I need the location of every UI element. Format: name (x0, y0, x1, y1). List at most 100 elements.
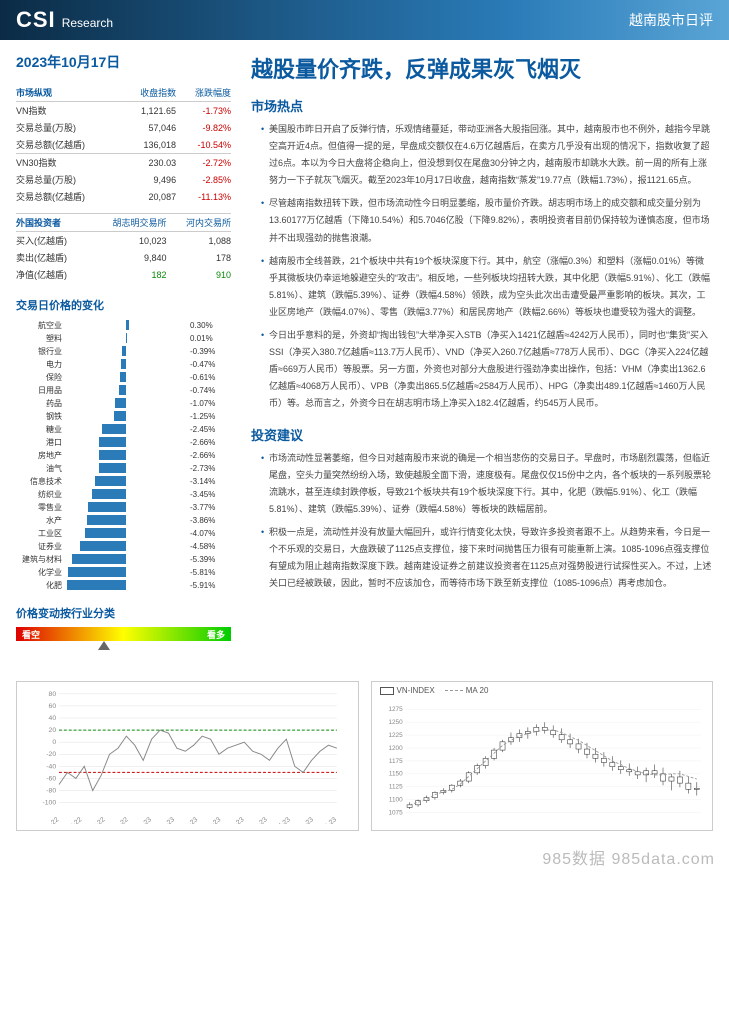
svg-text:-20: -20 (46, 751, 56, 758)
footer-watermark: 985数据 985data.com (0, 841, 729, 877)
sector-bar-row: 水产-3.86% (16, 514, 231, 526)
hot-list: 美国股市昨日开启了反弹行情，乐观情绪蔓延，带动亚洲各大股指回涨。其中，越南股市也… (251, 121, 713, 413)
logo-main: CSI (16, 7, 56, 33)
sector-bar-row: 药品-1.07% (16, 397, 231, 409)
price-change-title: 交易日价格的变化 (16, 297, 231, 313)
advice-list: 市场流动性显著萎缩，但今日对越南股市来说的确是一个相当悲伤的交易日子。早盘时，市… (251, 450, 713, 593)
mo-col-1: 收盘指数 (121, 84, 176, 102)
table-row: 买入(亿越盾)10,0231,088 (16, 232, 231, 250)
mo-col-2: 涨跌幅度 (176, 84, 231, 102)
svg-text:80: 80 (49, 691, 57, 698)
svg-text:1275: 1275 (388, 706, 403, 713)
sector-bar-row: 港口-2.66% (16, 436, 231, 448)
sector-bar-row: 航空业0.30% (16, 319, 231, 331)
svg-text:Jun-23: Jun-23 (248, 816, 269, 824)
main-title: 越股量价齐跌，反弹成果灰飞烟灭 (251, 52, 713, 84)
line-chart: 80 60 40 20 0 -20 -40 -60 -80 -100 Sep-22Oct-22Nov… (23, 688, 352, 824)
sentiment-bar: 看空 看多 (16, 627, 231, 641)
svg-text:Oct-23: Oct-23 (318, 816, 338, 824)
table-row: VN指数1,121.65-1.73% (16, 102, 231, 120)
svg-text:Jan-23: Jan-23 (132, 816, 153, 824)
sector-bar-row: 化学业-5.81% (16, 566, 231, 578)
sector-bar-row: 工业区-4.07% (16, 527, 231, 539)
svg-text:Nov-22: Nov-22 (85, 816, 106, 824)
report-date: 2023年10月17日 (16, 52, 231, 72)
sentiment-right: 看多 (207, 628, 225, 641)
hot-title: 市场热点 (251, 96, 713, 115)
sentiment-left: 看空 (22, 628, 40, 641)
table-row: 卖出(亿越盾)9,840178 (16, 249, 231, 266)
header-right: 越南股市日评 (629, 10, 713, 30)
svg-text:Aug-23: Aug-23 (294, 816, 315, 824)
svg-text:Mar-23: Mar-23 (178, 816, 199, 824)
chart-right: VN-INDEX MA 20 1275125012251200117511501… (371, 681, 714, 831)
chart-right-legend: VN-INDEX MA 20 (380, 686, 489, 695)
svg-text:60: 60 (49, 703, 57, 710)
fi-col-2: 河内交易所 (166, 214, 231, 232)
table-row: 交易总量(万股)9,496-2.85% (16, 171, 231, 188)
candle-chart: 127512501225120011751150112511001075 (378, 688, 707, 824)
sector-bar-row: 纺织业-3.45% (16, 488, 231, 500)
bullet: 美国股市昨日开启了反弹行情，乐观情绪蔓延，带动亚洲各大股指回涨。其中，越南股市也… (261, 121, 713, 189)
sector-bar-row: 油气-2.73% (16, 462, 231, 474)
sector-bar-row: 建筑与材料-5.39% (16, 553, 231, 565)
bullet: 积极一点是，流动性并没有放量大幅回升，或许行情变化太快，导致许多投资者跟不上。从… (261, 524, 713, 592)
sector-bar-row: 保险-0.61% (16, 371, 231, 383)
svg-text:1200: 1200 (388, 745, 403, 752)
svg-text:Jul-23: Jul-23 (273, 816, 292, 824)
bullet: 市场流动性显著萎缩，但今日对越南股市来说的确是一个相当悲伤的交易日子。早盘时，市… (261, 450, 713, 518)
sector-bar-row: 证券业-4.58% (16, 540, 231, 552)
svg-text:Dec-22: Dec-22 (108, 816, 129, 824)
logo-sub: Research (62, 16, 113, 30)
vn-index-label: VN-INDEX (397, 686, 435, 695)
svg-text:Apr-23: Apr-23 (202, 816, 222, 824)
sentiment-title: 价格变动按行业分类 (16, 605, 231, 621)
bullet: 越南股市全线普跌，21个板块中共有19个板块深度下行。其中，航空（涨幅0.3%）… (261, 253, 713, 321)
mo-col-0: 市场纵观 (16, 84, 121, 102)
svg-text:0: 0 (52, 739, 56, 746)
svg-text:-40: -40 (46, 763, 56, 770)
sector-bar-row: 信息技术-3.14% (16, 475, 231, 487)
svg-text:-80: -80 (46, 787, 56, 794)
svg-text:Oct-22: Oct-22 (63, 816, 83, 824)
svg-text:40: 40 (49, 715, 57, 722)
svg-text:-100: -100 (42, 800, 56, 807)
bullet: 今日出乎意料的是，外资却“掏出钱包”大举净买入STB（净买入1421亿越盾≈42… (261, 327, 713, 412)
table-row: 交易总额(亿越盾)20,087-11.13% (16, 188, 231, 205)
sector-bar-row: 房地产-2.66% (16, 449, 231, 461)
chart-left: 80 60 40 20 0 -20 -40 -60 -80 -100 Sep-22Oct-22Nov… (16, 681, 359, 831)
svg-text:May-23: May-23 (224, 816, 246, 824)
svg-text:1225: 1225 (388, 732, 403, 739)
svg-text:Sep-22: Sep-22 (39, 816, 60, 824)
sector-bar-row: 银行业-0.39% (16, 345, 231, 357)
table-row: 交易总量(万股)57,046-9.82% (16, 119, 231, 136)
advice-title: 投资建议 (251, 425, 713, 444)
svg-text:1100: 1100 (388, 796, 402, 803)
main-content: 越股量价齐跌，反弹成果灰飞烟灭 市场热点 美国股市昨日开启了反弹行情，乐观情绪蔓… (251, 52, 713, 657)
svg-text:-60: -60 (46, 775, 56, 782)
sidebar: 2023年10月17日 市场纵观 收盘指数 涨跌幅度 VN指数1,121.65-… (16, 52, 231, 657)
sector-bar-row: 塑料0.01% (16, 332, 231, 344)
ma20-label: MA 20 (466, 686, 489, 695)
table-row: VN30指数230.03-2.72% (16, 154, 231, 172)
sector-bar-row: 钢铁-1.25% (16, 410, 231, 422)
sector-bar-row: 零售业-3.77% (16, 501, 231, 513)
sector-bar-row: 化肥-5.91% (16, 579, 231, 591)
foreign-table: 外国投资者 胡志明交易所 河内交易所 买入(亿越盾)10,0231,088卖出(… (16, 213, 231, 283)
logo: CSI Research (16, 7, 113, 33)
sector-bar-row: 糖业-2.45% (16, 423, 231, 435)
sentiment-arrow-icon (98, 641, 110, 650)
svg-text:1125: 1125 (388, 784, 402, 791)
sector-bar-row: 日用品-0.74% (16, 384, 231, 396)
charts-row: 80 60 40 20 0 -20 -40 -60 -80 -100 Sep-22Oct-22Nov… (0, 681, 729, 841)
svg-text:1250: 1250 (388, 719, 403, 726)
market-overview-table: 市场纵观 收盘指数 涨跌幅度 VN指数1,121.65-1.73%交易总量(万股… (16, 84, 231, 205)
table-row: 净值(亿越盾)182910 (16, 266, 231, 283)
table-row: 交易总额(亿越盾)136,018-10.54% (16, 136, 231, 154)
svg-text:20: 20 (49, 727, 57, 734)
svg-text:1150: 1150 (388, 771, 402, 778)
bullet: 尽管越南指数扭转下跌，但市场流动性今日明显萎缩，股市量价齐跌。胡志明市场上的成交… (261, 195, 713, 246)
svg-text:1075: 1075 (388, 809, 403, 816)
fi-title: 外国投资者 (16, 214, 89, 232)
sector-bars: 航空业0.30%塑料0.01%银行业-0.39%电力-0.47%保险-0.61%… (16, 319, 231, 591)
